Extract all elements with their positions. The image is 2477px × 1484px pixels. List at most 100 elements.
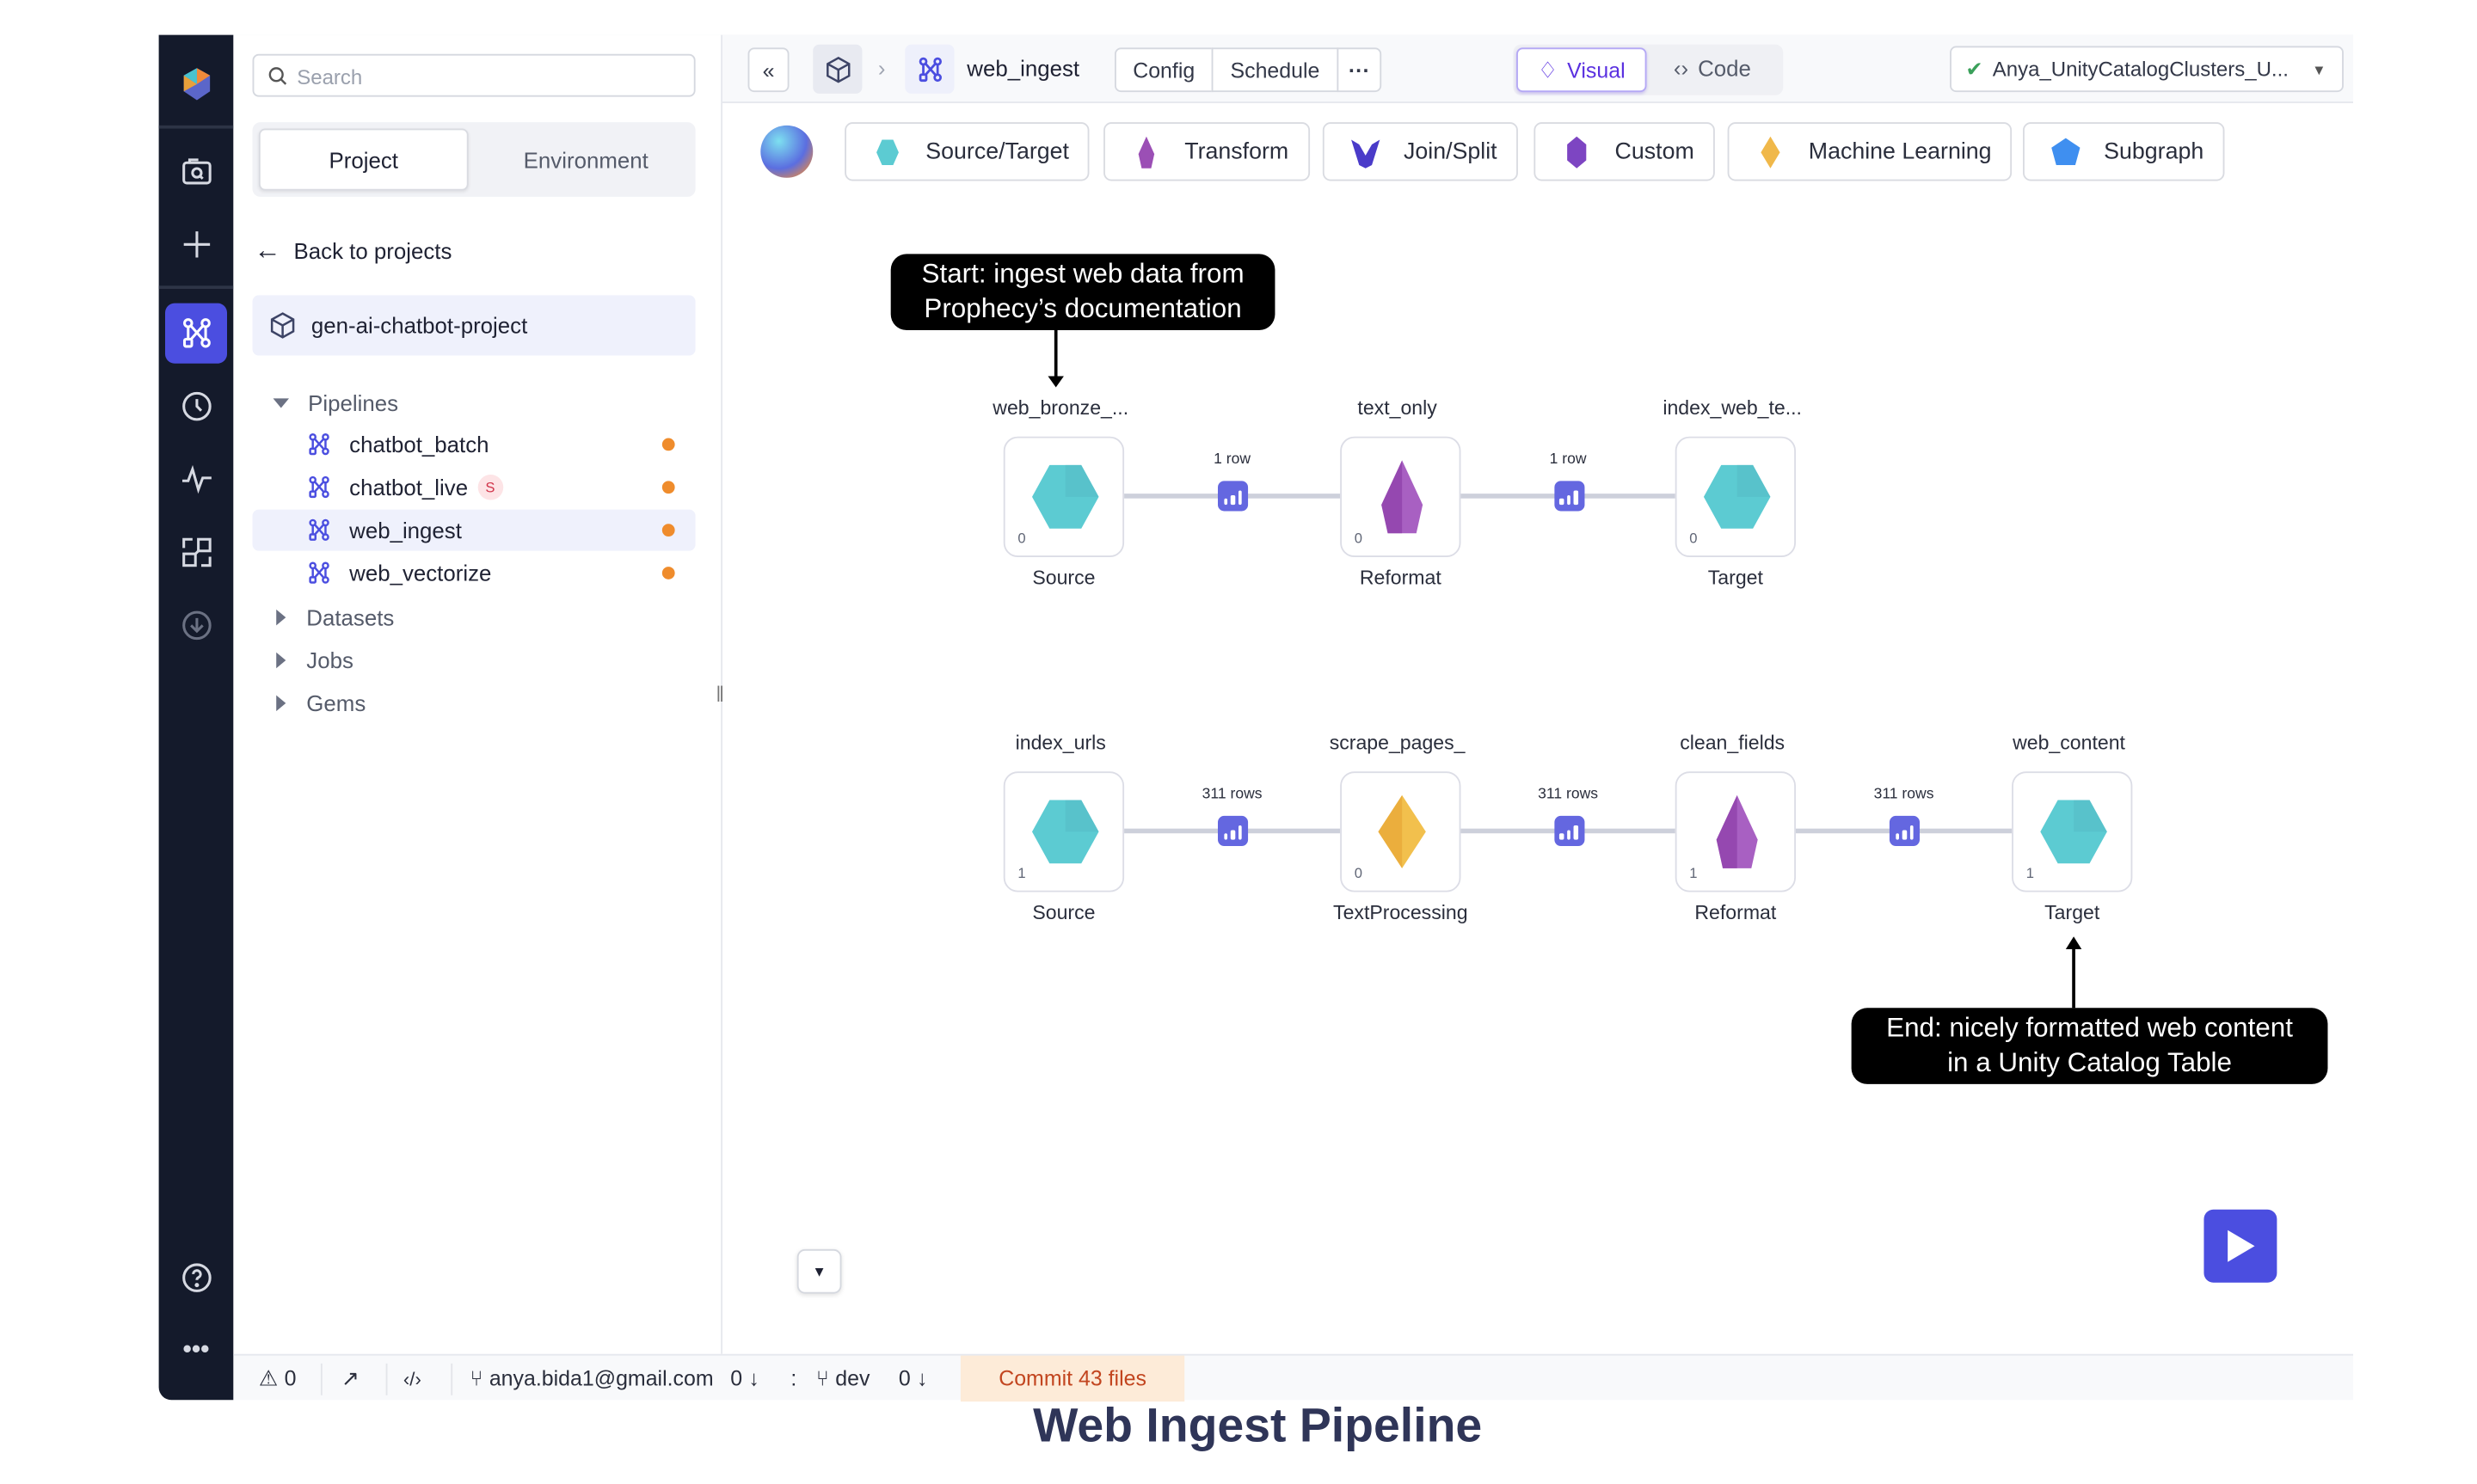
warnings-indicator[interactable]: ⚠ 0 [259, 1356, 297, 1402]
search-icon [268, 67, 287, 85]
tab-project[interactable]: Project [258, 128, 469, 191]
gem-node-web-bronze-[interactable]: 0 [1003, 436, 1125, 557]
caret-right-icon [276, 695, 286, 712]
gem-label: Transform [1184, 138, 1289, 165]
pipeline-icon [905, 44, 955, 94]
modified-dot-icon [661, 524, 675, 537]
gem-node-text-only[interactable]: 0 [1340, 436, 1461, 557]
tree-gems[interactable]: Gems [253, 683, 696, 724]
join-split-gem-icon [1351, 138, 1380, 168]
row-count: 311 rows [1202, 785, 1263, 804]
search-input[interactable]: Search [252, 53, 696, 97]
metrics-trend-icon[interactable]: ↗ [341, 1365, 360, 1390]
data-sample-icon[interactable] [1553, 815, 1584, 846]
behind-count: 0 [730, 1366, 743, 1391]
prophecy-logo[interactable] [165, 54, 227, 114]
gem-label: Machine Learning [1808, 138, 1992, 165]
node-name: scrape_pages_ [1329, 732, 1466, 754]
node-type: Reformat [1694, 901, 1777, 924]
data-sample-icon[interactable] [1553, 481, 1584, 512]
create-plus-icon[interactable] [165, 214, 227, 274]
back-to-projects-link[interactable]: ← Back to projects [254, 235, 452, 267]
caret-right-icon [276, 609, 286, 626]
gem-custom[interactable]: Custom [1534, 122, 1715, 181]
chevron-down-icon: ▼ [812, 1263, 827, 1279]
commit-button[interactable]: Commit 43 files [960, 1355, 1185, 1402]
run-pipeline-button[interactable] [2203, 1209, 2277, 1283]
data-sample-icon[interactable] [1889, 815, 1920, 846]
git-user: anya.bida1@gmail.com [489, 1366, 714, 1391]
cluster-selector[interactable]: ✔ Anya_UnityCatalogClusters_U... ▼ [1950, 46, 2344, 93]
machine-learning-gem-icon [1761, 135, 1780, 168]
gem-source-target[interactable]: Source/Target [845, 122, 1090, 181]
caption-title: Web Ingest Pipeline [1033, 1400, 1483, 1453]
code-icon[interactable]: ‹/› [403, 1367, 421, 1390]
sidebar-item-chatbot-live[interactable]: chatbot_live S [253, 467, 696, 508]
history-clock-icon[interactable] [165, 377, 227, 437]
gem-node-web-content[interactable]: 1 [2012, 771, 2133, 892]
tree-datasets[interactable]: Datasets [253, 597, 696, 638]
node-name: index_web_te... [1663, 396, 1802, 420]
end-callout: End: nicely formatted web content in a U… [1851, 1008, 2328, 1084]
canvas-options-button[interactable]: ▼ [796, 1248, 842, 1294]
transform-gem-icon [1716, 794, 1758, 868]
gem-node-index-urls[interactable]: 1 [1003, 771, 1125, 892]
search-placeholder: Search [297, 64, 363, 89]
project-cube-icon[interactable] [813, 44, 863, 94]
transform-gem-icon [1138, 135, 1155, 168]
node-name: web_content [2013, 732, 2125, 754]
node-name: index_urls [1015, 732, 1106, 754]
sidebar-item-chatbot-batch[interactable]: chatbot_batch [253, 424, 696, 465]
download-icon[interactable] [165, 595, 227, 655]
data-sample-icon[interactable] [1217, 481, 1249, 512]
help-icon[interactable] [165, 1248, 227, 1308]
pipeline-icon [309, 475, 329, 499]
gem-machine-learning[interactable]: Machine Learning [1727, 122, 2013, 181]
lineage-icon[interactable] [165, 522, 227, 582]
gem-node-scrape-pages-[interactable]: 0 [1340, 771, 1461, 892]
code-view-button[interactable]: ‹› Code [1674, 56, 1751, 82]
code-brackets-icon: ‹› [1673, 55, 1689, 82]
arrow-head-icon [1048, 376, 1064, 388]
gem-transform[interactable]: Transform [1103, 122, 1310, 181]
project-item[interactable]: gen-ai-chatbot-project [252, 295, 696, 356]
streaming-badge: S [477, 474, 503, 500]
row-count: 311 rows [1538, 785, 1599, 804]
project-sidebar [233, 34, 722, 1354]
tab-environment[interactable]: Environment [523, 146, 648, 173]
source-gem-icon [1031, 464, 1099, 529]
config-button[interactable]: Config [1114, 47, 1214, 93]
more-options-icon[interactable]: ••• [182, 1336, 210, 1364]
gem-subgraph[interactable]: Subgraph [2022, 122, 2225, 181]
browse-files-icon[interactable] [165, 141, 227, 201]
more-actions-button[interactable]: ··· [1337, 47, 1382, 93]
schedule-button[interactable]: Schedule [1211, 47, 1339, 93]
gem-node-clean-fields[interactable]: 1 [1675, 771, 1796, 892]
node-type: TextProcessing [1333, 901, 1468, 924]
caret-right-icon [276, 652, 286, 669]
git-branch[interactable]: ⑂ dev [816, 1356, 870, 1402]
data-sample-icon[interactable] [1217, 815, 1249, 846]
pipeline-icon [309, 518, 329, 541]
git-user-branch[interactable]: ⑂ anya.bida1@gmail.com [470, 1356, 713, 1402]
gem-label: Source/Target [925, 138, 1069, 165]
sidebar-item-web-vectorize[interactable]: web_vectorize [253, 552, 696, 593]
sidebar-item-web-ingest[interactable]: web_ingest [252, 509, 696, 551]
tree-pipelines[interactable]: Pipelines [253, 383, 696, 424]
subgraph-gem-icon [2051, 137, 2081, 165]
visual-view-button[interactable]: ♢ Visual [1516, 47, 1647, 93]
play-icon [2228, 1230, 2255, 1262]
collapse-sidebar-button[interactable]: « [747, 47, 790, 93]
node-name: text_only [1357, 396, 1437, 420]
observability-pulse-icon[interactable] [165, 449, 227, 509]
sidebar-resize-handle[interactable] [717, 685, 722, 702]
tree-jobs[interactable]: Jobs [253, 640, 696, 681]
gem-node-index-web-te-[interactable]: 0 [1675, 436, 1796, 557]
copilot-orb-icon[interactable] [760, 125, 814, 178]
pipelines-icon[interactable] [164, 303, 227, 364]
transform-gem-icon [1381, 460, 1423, 534]
node-count: 0 [1689, 530, 1698, 547]
pipeline-label: chatbot_batch [349, 432, 489, 457]
gem-join-split[interactable]: Join/Split [1322, 122, 1518, 181]
check-icon: ✔ [1965, 56, 1983, 81]
